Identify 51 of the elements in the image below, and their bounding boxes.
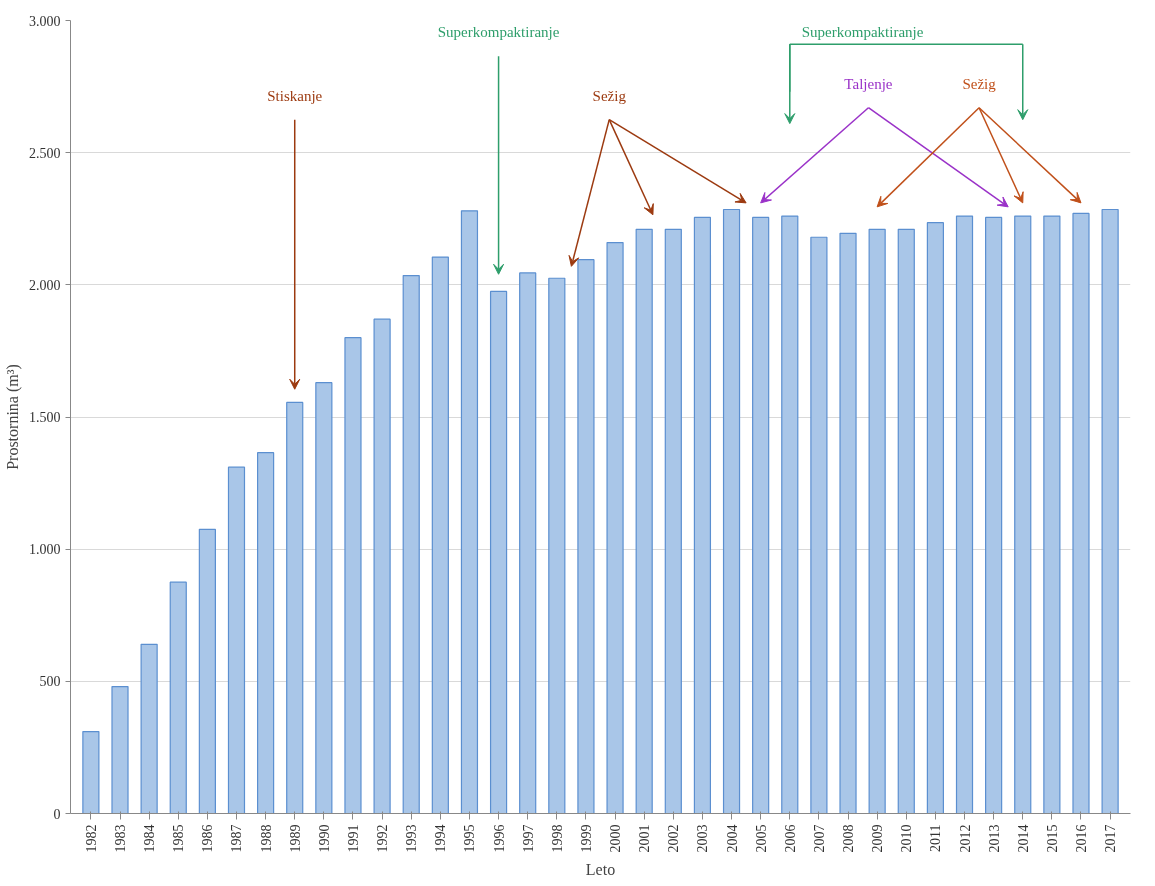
x-tick-label: 1985 [171,824,187,853]
annotation: Superkompaktiranje [801,24,924,41]
x-tick-label: 2014 [1015,824,1031,853]
x-tick-label: 1993 [404,824,420,853]
x-tick-label: 1990 [316,824,332,853]
x-tick-label: 2002 [666,824,682,853]
x-tick-label: 1982 [83,824,99,853]
x-tick-label: 2012 [957,824,973,853]
x-tick-label: 1997 [520,824,536,853]
y-tick-label: 500 [39,674,61,690]
x-tick-label: 1994 [433,824,449,853]
x-tick-label: 1995 [462,824,478,853]
x-tick-label: 2008 [841,824,857,853]
y-tick-label: 1.000 [29,542,61,558]
x-tick-label: 2001 [637,824,653,853]
x-tick-label: 2005 [753,824,769,853]
x-tick-label: 2000 [608,824,624,853]
x-tick-label: 1996 [491,824,507,853]
annotation: Superkompaktiranje [437,24,560,41]
x-tick-label: 2015 [1044,824,1060,853]
x-tick-label: 2013 [986,824,1002,853]
y-axis-title: Prostornina (m³) [4,364,22,470]
x-tick-label: 1998 [549,824,565,853]
x-axis-title: Leto [585,860,616,878]
annotation: Stiskanje [267,87,323,104]
x-tick-label: 2003 [695,824,711,853]
x-tick-label: 2004 [724,824,740,853]
annotation: Taljenje [844,75,893,92]
x-tick-label: 1988 [258,824,274,853]
x-tick-label: 2016 [1073,824,1089,853]
y-tick-label: 1.500 [29,410,61,425]
y-tick-label: 0 [53,806,61,822]
x-tick-label: 1992 [375,824,391,853]
x-tick-label: 1983 [113,824,129,853]
annotation: Sežig [592,87,627,104]
x-tick-label: 2017 [1103,824,1119,853]
x-tick-label: 2009 [870,824,886,853]
x-tick-label: 1984 [142,824,158,853]
y-tick-label: 2.500 [29,145,61,161]
y-tick-label: 2.000 [29,277,61,293]
x-tick-label: 2011 [928,824,944,852]
x-tick-label: 2007 [811,824,827,853]
x-tick-label: 1989 [287,824,303,853]
y-tick-label: 3.000 [29,13,61,29]
x-tick-label: 1986 [200,824,216,853]
x-tick-label: 1987 [229,824,245,853]
annotation: Sežig [962,75,997,92]
x-tick-label: 1991 [345,824,361,853]
x-tick-label: 2010 [899,824,915,853]
x-tick-label: 2006 [782,824,798,853]
x-tick-label: 1999 [578,824,594,853]
